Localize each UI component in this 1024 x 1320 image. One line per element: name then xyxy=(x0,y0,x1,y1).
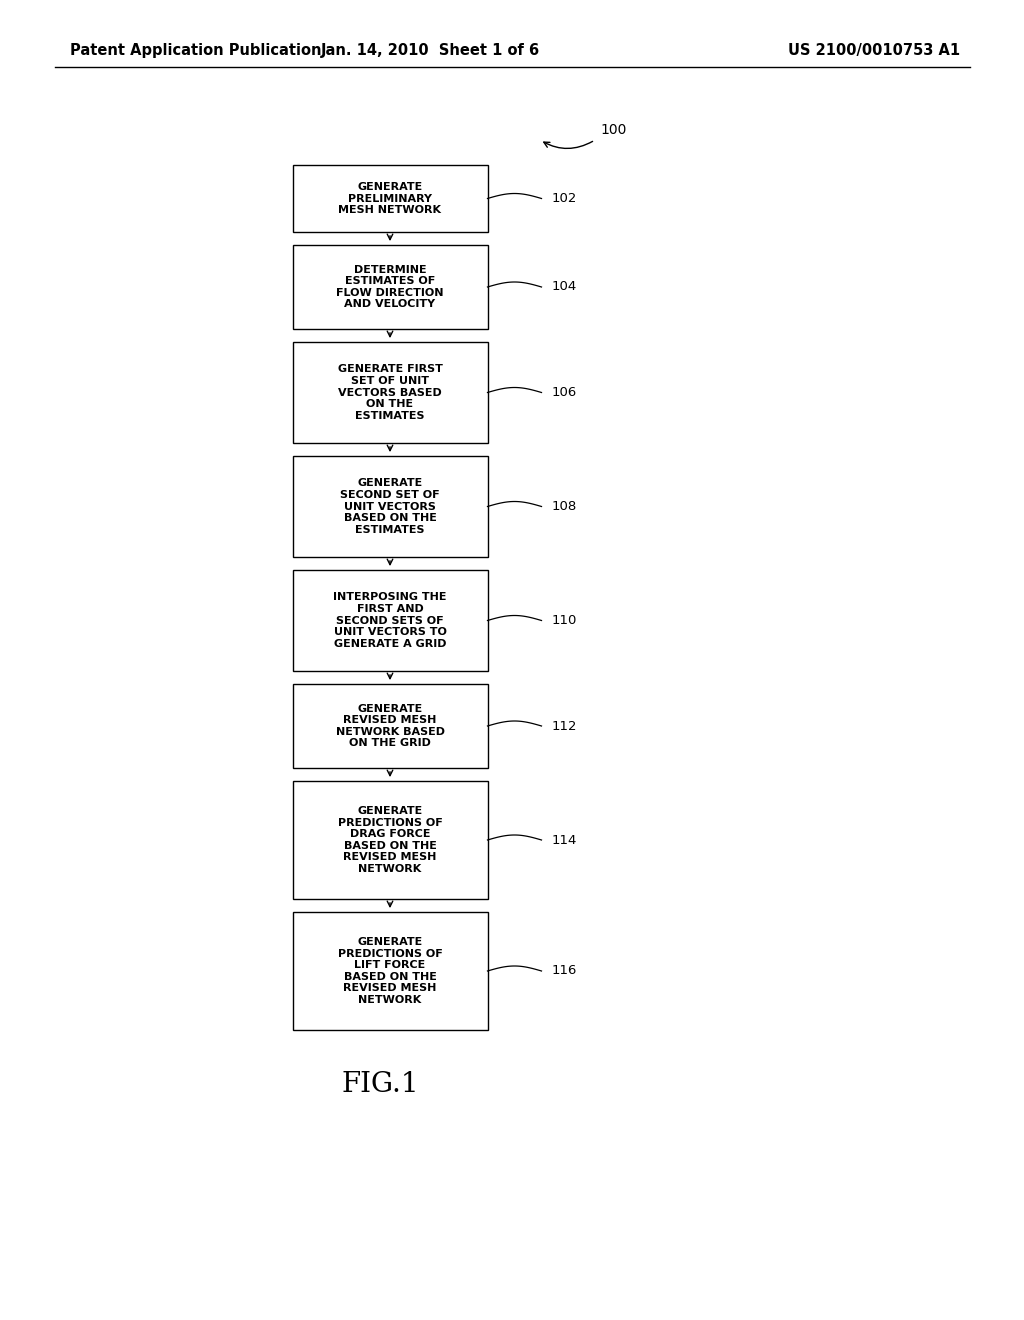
Text: 108: 108 xyxy=(552,500,577,513)
Text: 110: 110 xyxy=(552,614,577,627)
Bar xyxy=(293,342,487,444)
Text: INTERPOSING THE
FIRST AND
SECOND SETS OF
UNIT VECTORS TO
GENERATE A GRID: INTERPOSING THE FIRST AND SECOND SETS OF… xyxy=(333,593,446,648)
Text: Patent Application Publication: Patent Application Publication xyxy=(70,42,322,58)
Text: GENERATE
PREDICTIONS OF
DRAG FORCE
BASED ON THE
REVISED MESH
NETWORK: GENERATE PREDICTIONS OF DRAG FORCE BASED… xyxy=(338,807,442,874)
Text: GENERATE
PREDICTIONS OF
LIFT FORCE
BASED ON THE
REVISED MESH
NETWORK: GENERATE PREDICTIONS OF LIFT FORCE BASED… xyxy=(338,937,442,1005)
Text: GENERATE
SECOND SET OF
UNIT VECTORS
BASED ON THE
ESTIMATES: GENERATE SECOND SET OF UNIT VECTORS BASE… xyxy=(340,478,440,535)
Bar xyxy=(293,165,487,232)
Text: GENERATE FIRST
SET OF UNIT
VECTORS BASED
ON THE
ESTIMATES: GENERATE FIRST SET OF UNIT VECTORS BASED… xyxy=(338,364,442,421)
Bar xyxy=(293,246,487,329)
Text: 116: 116 xyxy=(552,965,577,978)
Bar xyxy=(293,684,487,768)
Bar xyxy=(293,570,487,671)
Bar xyxy=(293,455,487,557)
Bar xyxy=(293,781,487,899)
Text: DETERMINE
ESTIMATES OF
FLOW DIRECTION
AND VELOCITY: DETERMINE ESTIMATES OF FLOW DIRECTION AN… xyxy=(336,264,443,309)
Text: US 2100/0010753 A1: US 2100/0010753 A1 xyxy=(787,42,961,58)
Text: 112: 112 xyxy=(552,719,577,733)
Text: Jan. 14, 2010  Sheet 1 of 6: Jan. 14, 2010 Sheet 1 of 6 xyxy=(321,42,540,58)
Bar xyxy=(293,912,487,1030)
Text: 104: 104 xyxy=(552,281,577,293)
Text: GENERATE
REVISED MESH
NETWORK BASED
ON THE GRID: GENERATE REVISED MESH NETWORK BASED ON T… xyxy=(336,704,444,748)
Text: 114: 114 xyxy=(552,833,577,846)
Text: 106: 106 xyxy=(552,385,577,399)
Text: 100: 100 xyxy=(600,123,627,137)
Text: FIG.1: FIG.1 xyxy=(341,1072,419,1098)
Text: GENERATE
PRELIMINARY
MESH NETWORK: GENERATE PRELIMINARY MESH NETWORK xyxy=(339,182,441,215)
Text: 102: 102 xyxy=(552,191,577,205)
